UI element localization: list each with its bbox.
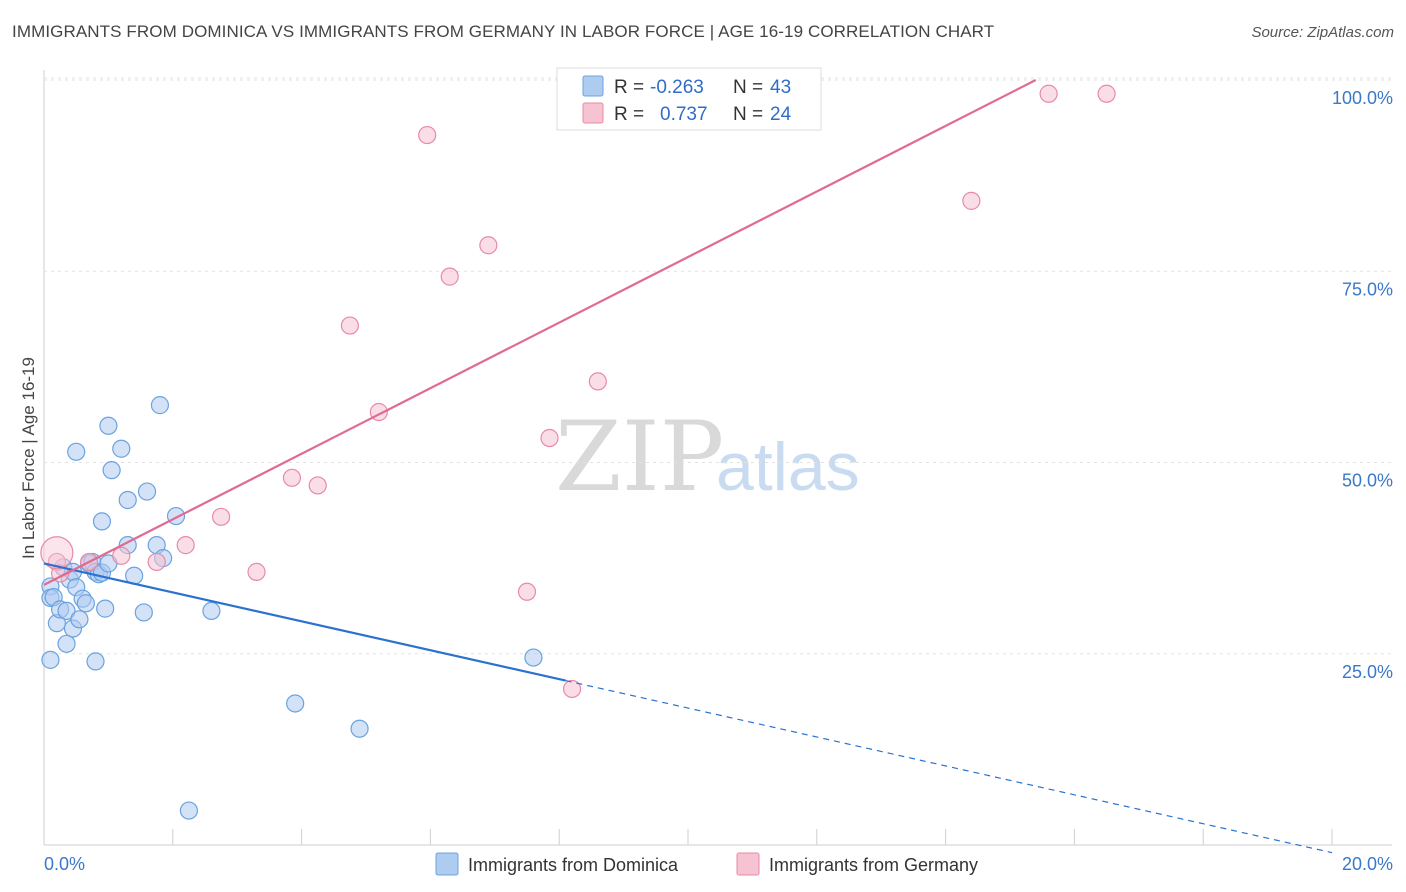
dominica-point: [202, 601, 221, 621]
germany-point: [1039, 84, 1058, 103]
legend-r-value-germany: 0.737: [660, 104, 708, 125]
germany-point: [440, 267, 459, 286]
dominica-point: [96, 599, 115, 618]
legend-n-value-germany: 24: [770, 104, 792, 125]
trendlines: [43, 79, 1333, 854]
germany-point: [1097, 84, 1116, 103]
y-tick-labels: 25.0% 50.0% 75.0% 100.0%: [1332, 88, 1393, 682]
bottom-legend: Immigrants from Dominica Immigrants from…: [435, 852, 978, 876]
germany-point: [340, 316, 359, 335]
dominica-point: [350, 719, 369, 738]
trendline-germany: [43, 79, 1037, 586]
dominica-point: [286, 694, 305, 713]
dominica-point: [57, 634, 76, 653]
bottom-legend-swatch-germany: [736, 852, 760, 876]
y-axis-label: In Labor Force | Age 16-19: [19, 357, 38, 559]
dominica-point: [166, 506, 186, 526]
germany-point: [479, 236, 498, 255]
x-tick-label-max: 20.0%: [1342, 854, 1393, 874]
chart-title: IMMIGRANTS FROM DOMINICA VS IMMIGRANTS F…: [12, 22, 995, 41]
germany-point: [588, 372, 607, 391]
germany-point: [247, 562, 266, 581]
bottom-legend-label-germany: Immigrants from Germany: [769, 855, 978, 875]
legend-swatch-germany: [582, 102, 604, 124]
bottom-legend-label-dominica: Immigrants from Dominica: [468, 855, 679, 875]
germany-point: [112, 546, 131, 565]
trendline-dominica: [43, 562, 566, 682]
x-tick-label-min: 0.0%: [44, 854, 85, 874]
legend-r-label-dominica: R =: [614, 77, 644, 98]
dominica-point: [86, 652, 105, 671]
source-credit: Source: ZipAtlas.com: [1251, 24, 1394, 41]
y-tick-label: 50.0%: [1342, 471, 1393, 491]
germany-point: [176, 536, 195, 555]
germany-point: [562, 679, 582, 699]
dominica-point: [137, 482, 157, 501]
dominica-point: [102, 461, 121, 480]
dominica-point: [134, 603, 153, 622]
legend-r-label-germany: R =: [614, 104, 644, 125]
germany-point: [212, 507, 231, 526]
legend-n-label-germany: N =: [733, 104, 763, 125]
watermark-zip: ZIP: [555, 401, 724, 513]
dominica-point: [118, 490, 137, 510]
y-tick-label: 100.0%: [1332, 88, 1393, 108]
watermark-atlas: atlas: [716, 429, 860, 505]
trendline-dominica-extension: [565, 680, 1333, 854]
dominica-points: [41, 396, 543, 820]
germany-point: [540, 428, 559, 448]
gridlines: [44, 77, 1392, 655]
dominica-point: [41, 650, 60, 669]
legend-r-value-dominica: -0.263: [650, 77, 704, 98]
dominica-point: [92, 512, 112, 531]
y-tick-label: 75.0%: [1342, 279, 1393, 299]
dominica-point: [112, 439, 131, 458]
legend-n-label-dominica: N =: [733, 77, 763, 98]
germany-point: [418, 125, 437, 145]
dominica-point: [99, 416, 118, 435]
dominica-point: [70, 610, 89, 629]
legend-n-value-dominica: 43: [770, 77, 791, 98]
dominica-point: [179, 801, 198, 820]
dominica-point: [524, 648, 543, 667]
y-tick-label: 25.0%: [1342, 662, 1393, 682]
top-legend: R = -0.263 N = 43 R = 0.737 N = 24: [556, 67, 822, 131]
germany-point: [962, 191, 981, 210]
dominica-point: [76, 594, 95, 613]
x-tick-marks: [43, 829, 1333, 845]
germany-point: [517, 582, 537, 601]
germany-points: [40, 84, 1116, 699]
legend-swatch-dominica: [582, 75, 604, 97]
germany-point: [282, 468, 302, 487]
dominica-point: [150, 396, 170, 415]
dominica-point: [57, 601, 76, 621]
bottom-legend-swatch-dominica: [435, 852, 459, 876]
dominica-point: [67, 442, 86, 461]
germany-point: [147, 552, 166, 572]
germany-point-large: [40, 536, 74, 570]
germany-point: [308, 476, 327, 495]
